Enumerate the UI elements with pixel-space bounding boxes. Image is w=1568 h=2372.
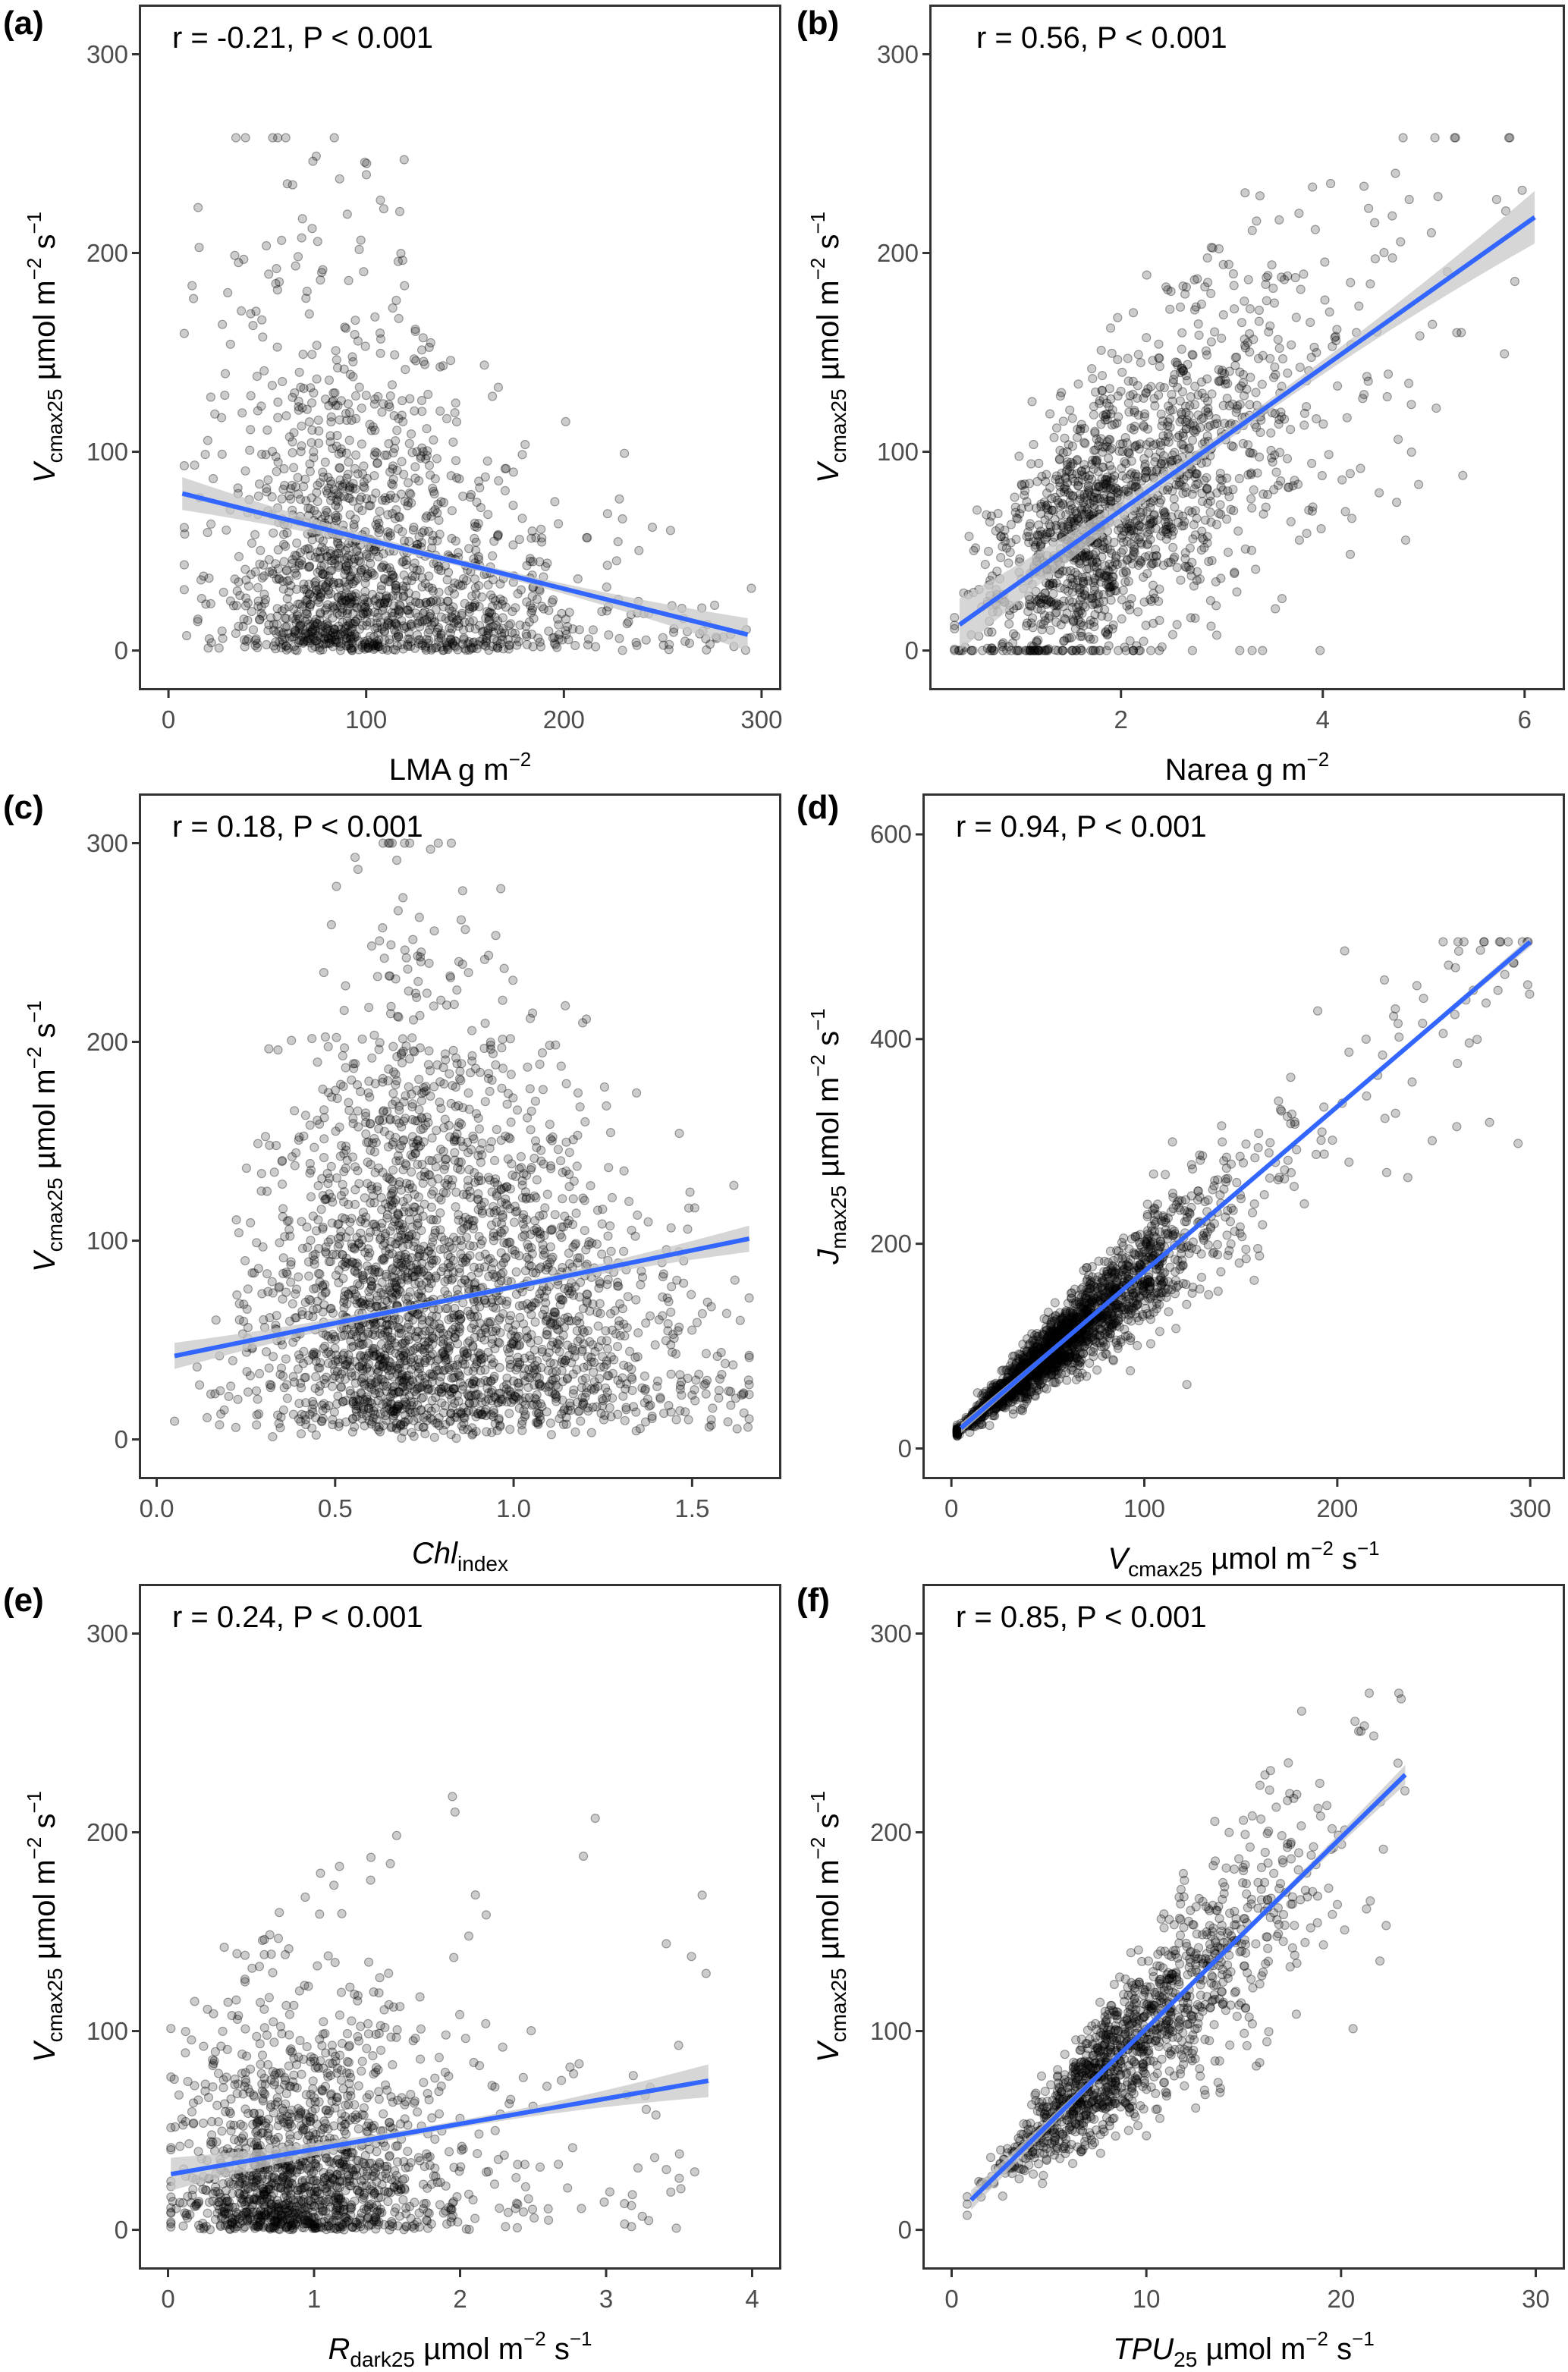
- correlation-annotation: r = -0.21, P < 0.001: [172, 21, 433, 55]
- xlabel-main: LMA g m: [389, 753, 509, 787]
- y-tick-label: 0: [45, 636, 128, 665]
- x-tick-label: 4: [1277, 705, 1368, 734]
- xlabel-main: Narea g m: [1165, 753, 1307, 787]
- ylabel-superscript-2: −1: [23, 212, 46, 234]
- ylabel-superscript-1: −2: [806, 258, 829, 281]
- ylabel-main: V: [812, 463, 845, 483]
- x-tick-label: 6: [1479, 705, 1568, 734]
- ylabel-superscript-1: −2: [23, 258, 46, 281]
- plot-area: [139, 5, 781, 690]
- x-tick-label: 2: [1076, 705, 1167, 734]
- ylabel-unit-s: s: [812, 234, 845, 258]
- panel-letter: (c): [3, 789, 44, 827]
- y-tick-label: 200: [835, 239, 919, 268]
- ylabel-superscript-2: −1: [806, 212, 829, 234]
- y-tick-label: 300: [835, 40, 919, 69]
- y-tick-label: 300: [45, 40, 128, 69]
- x-tick-label: 100: [321, 705, 412, 734]
- x-tick-label: 200: [518, 705, 609, 734]
- panel-letter: (b): [797, 5, 839, 42]
- x-tick-label: 0: [123, 705, 214, 734]
- ylabel-subscript: cmax25: [43, 388, 67, 463]
- ylabel-subscript: cmax25: [827, 388, 850, 463]
- y-tick-label: 0: [835, 636, 919, 665]
- x-axis-label: Narea g m−2: [929, 748, 1565, 787]
- correlation-annotation: r = 0.56, P < 0.001: [976, 21, 1227, 55]
- ylabel-main: V: [28, 463, 61, 483]
- xlabel-superscript: −2: [1307, 748, 1330, 771]
- ylabel-unit: µmol m: [812, 280, 845, 388]
- ylabel-unit-s: s: [28, 234, 61, 258]
- y-axis-label: Vcmax25 µmol m−2 s−1: [806, 120, 844, 575]
- y-axis-label: Vcmax25 µmol m−2 s−1: [23, 120, 61, 575]
- plot-area: [929, 5, 1565, 690]
- x-axis-label: LMA g m−2: [139, 748, 781, 787]
- xlabel-superscript: −2: [509, 748, 532, 771]
- ylabel-unit: µmol m: [28, 280, 61, 388]
- x-tick-label: 300: [716, 705, 807, 734]
- plot-area: [139, 793, 781, 1479]
- panel-letter: (a): [3, 5, 44, 42]
